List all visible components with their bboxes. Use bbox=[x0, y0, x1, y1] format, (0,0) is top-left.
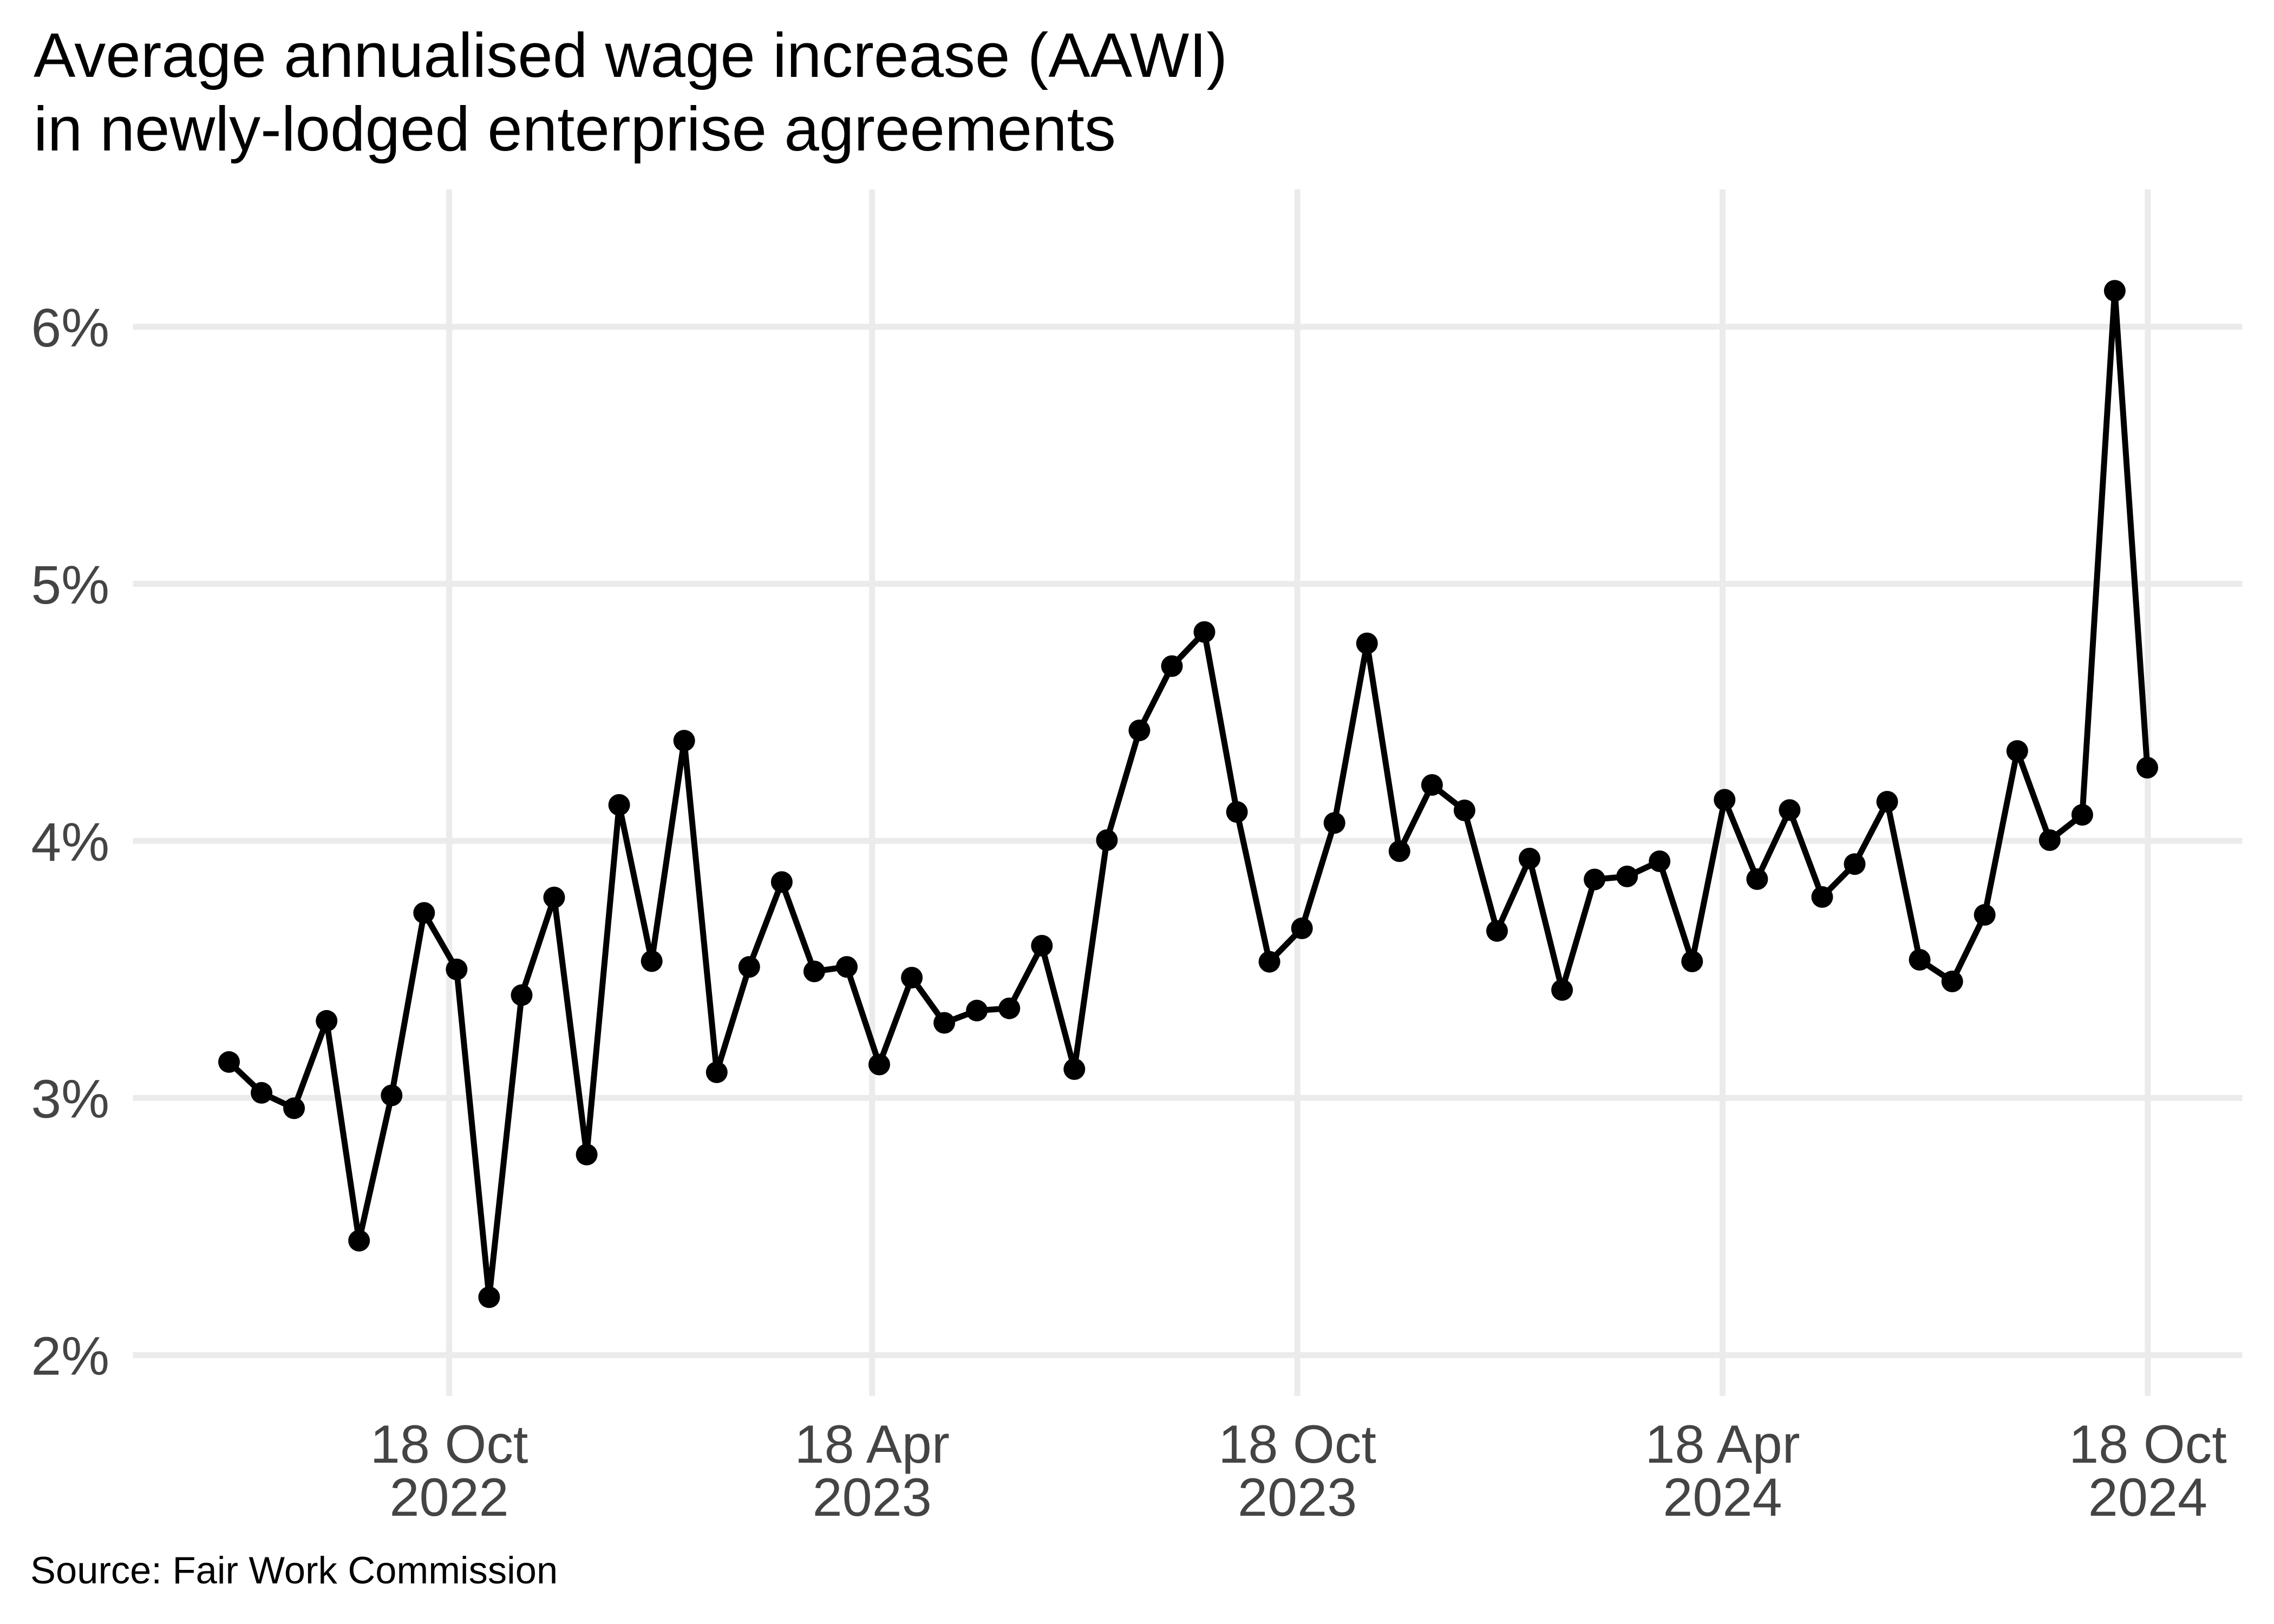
svg-text:Average annualised wage increa: Average annualised wage increase (AAWI) bbox=[34, 20, 1227, 90]
svg-text:2023: 2023 bbox=[1238, 1467, 1357, 1527]
svg-text:18 Apr: 18 Apr bbox=[795, 1414, 950, 1474]
svg-text:5%: 5% bbox=[31, 555, 109, 615]
svg-text:2022: 2022 bbox=[389, 1467, 508, 1527]
svg-text:18 Oct: 18 Oct bbox=[1218, 1414, 1376, 1474]
svg-text:18 Oct: 18 Oct bbox=[2069, 1414, 2227, 1474]
svg-text:2024: 2024 bbox=[1663, 1467, 1782, 1527]
svg-text:2023: 2023 bbox=[813, 1467, 932, 1527]
svg-text:18 Apr: 18 Apr bbox=[1645, 1414, 1800, 1474]
svg-text:Source: Fair Work Commission: Source: Fair Work Commission bbox=[30, 1549, 558, 1592]
svg-text:18 Oct: 18 Oct bbox=[370, 1414, 528, 1474]
svg-text:3%: 3% bbox=[31, 1069, 109, 1130]
svg-text:2024: 2024 bbox=[2088, 1467, 2207, 1527]
svg-text:4%: 4% bbox=[31, 812, 109, 873]
svg-text:2%: 2% bbox=[31, 1326, 109, 1387]
svg-text:in newly-lodged enterprise agr: in newly-lodged enterprise agreements bbox=[34, 94, 1116, 164]
svg-text:6%: 6% bbox=[31, 298, 109, 358]
